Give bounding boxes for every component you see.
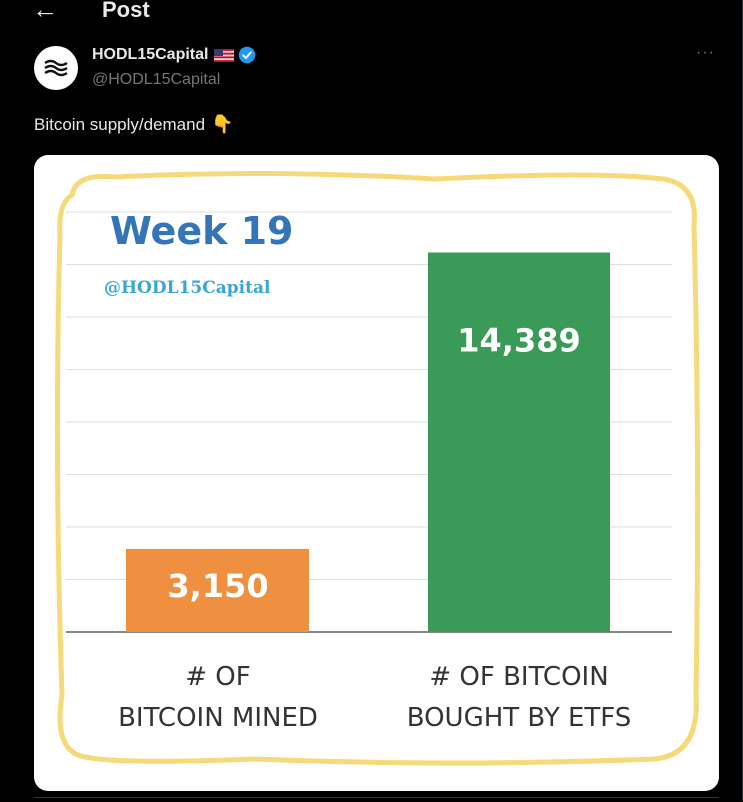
bars (126, 252, 610, 633)
author-handle[interactable]: @HODL15Capital (92, 71, 221, 88)
bar-2 (428, 252, 610, 633)
category-label-1-line-2: BITCOIN MINED (118, 703, 318, 733)
category-label-2-line-1: # OF BITCOIN (429, 662, 608, 692)
divider (34, 797, 719, 802)
pointing-down-icon: 👇 (211, 114, 234, 134)
author-name-row[interactable]: HODL15Capital (92, 46, 256, 64)
category-labels: # OF BITCOIN MINED # OF BITCOIN BOUGHT BY E… (118, 662, 631, 733)
page-title: Post (102, 0, 150, 22)
category-label-2-line-2: BOUGHT BY ETFS (407, 703, 632, 733)
arrow-left-icon: ← (32, 0, 58, 24)
tweet-media[interactable]: Week 19 @HODL15Capital 3,150 14,389 # OF B… (34, 155, 719, 791)
top-bar: ← Post (0, 0, 743, 28)
bar-1 (126, 548, 309, 632)
tweet-text-body: Bitcoin supply/demand (34, 114, 206, 134)
value-label-1: 3,150 (167, 567, 268, 605)
chart-subtitle: @HODL15Capital (104, 278, 271, 298)
tweet-text: Bitcoin supply/demand 👇 (34, 114, 233, 135)
bar-chart: Week 19 @HODL15Capital 3,150 14,389 # OF B… (54, 170, 701, 766)
waves-logo-icon (44, 59, 68, 77)
verified-badge-icon (239, 46, 256, 64)
category-label-1-line-1: # OF (185, 662, 250, 692)
more-options-button[interactable]: ··· (696, 44, 715, 62)
author-display-name[interactable]: HODL15Capital (92, 46, 209, 63)
us-flag-icon (214, 48, 235, 62)
back-button[interactable]: ← (32, 0, 58, 24)
more-icon: ··· (696, 44, 715, 61)
chart-title: Week 19 (110, 209, 294, 253)
avatar[interactable] (34, 46, 78, 90)
value-labels: 3,150 14,389 (167, 321, 580, 604)
value-label-2: 14,389 (457, 321, 580, 359)
